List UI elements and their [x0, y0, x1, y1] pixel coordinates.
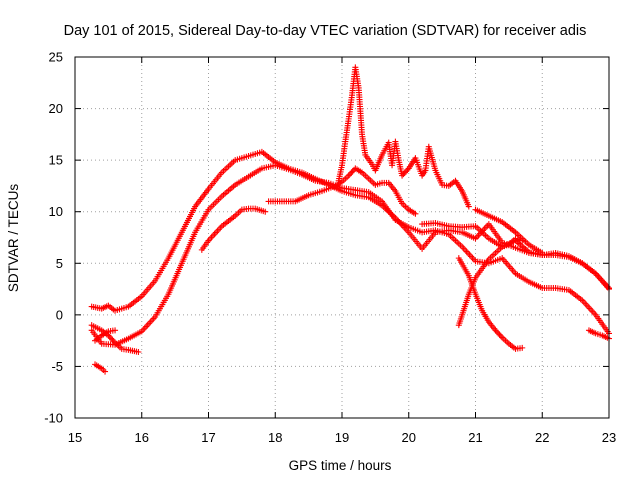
series-track-13 [585, 327, 612, 342]
series-track-11 [455, 255, 526, 352]
series-spikes [335, 64, 472, 210]
x-tick-label: 18 [268, 430, 282, 445]
plus-marker [106, 333, 113, 340]
plus-marker [539, 249, 546, 256]
plus-marker [262, 208, 269, 215]
plus-marker [401, 169, 408, 176]
plus-marker [102, 368, 109, 375]
plus-marker [412, 210, 419, 217]
y-tick-labels: 25 20 15 10 5 0 -5 -10 [44, 50, 63, 426]
x-axis-label: GPS time / hours [289, 458, 392, 473]
plus-marker [404, 166, 411, 173]
x-tick-label: 20 [402, 430, 416, 445]
x-tick-label: 22 [535, 430, 549, 445]
x-tick-label: 17 [201, 430, 215, 445]
data-marks [88, 64, 612, 375]
series-track-6 [198, 205, 269, 253]
x-tick-label: 19 [335, 430, 349, 445]
y-tick-label: 10 [49, 204, 63, 219]
plus-marker [399, 172, 406, 179]
plus-marker [497, 333, 504, 340]
plus-marker [109, 336, 116, 343]
y-axis-label: SDTVAR / TECUs [6, 184, 21, 293]
series-track-12 [472, 206, 546, 256]
x-tick-label: 15 [68, 430, 82, 445]
plot-frame [74, 56, 610, 419]
series-track-5 [92, 327, 119, 344]
plus-marker [108, 335, 115, 342]
plus-marker [493, 328, 500, 335]
y-tick-label: 0 [56, 307, 63, 322]
plus-marker [348, 169, 355, 176]
plus-marker [112, 327, 119, 334]
plus-marker [110, 338, 117, 345]
series-track-7 [265, 165, 419, 217]
y-tick-label: -5 [51, 359, 63, 374]
plus-marker [345, 172, 352, 179]
x-tick-label: 16 [135, 430, 149, 445]
plus-marker [465, 203, 472, 210]
plus-marker [496, 331, 503, 338]
y-tick-label: 20 [49, 101, 63, 116]
x-tick-label: 21 [468, 430, 482, 445]
plus-marker [492, 327, 499, 334]
chart-title: Day 101 of 2015, Sidereal Day-to-day VTE… [64, 23, 587, 39]
plus-marker [349, 168, 356, 175]
plus-marker [495, 330, 502, 337]
x-tick-labels: 15 16 17 18 19 20 21 22 23 [68, 430, 616, 445]
plus-marker [519, 344, 526, 351]
y-tick-label: 25 [49, 50, 63, 65]
plus-marker [347, 171, 354, 178]
series-track-4 [92, 361, 109, 375]
plus-marker [400, 171, 407, 178]
y-tick-label: -10 [44, 411, 63, 426]
plus-marker [135, 348, 142, 355]
plus-marker [403, 168, 410, 175]
series-track-2 [88, 162, 612, 348]
y-tick-label: 5 [56, 256, 63, 271]
grid [75, 57, 609, 418]
x-tick-label: 23 [602, 430, 616, 445]
y-tick-label: 15 [49, 153, 63, 168]
